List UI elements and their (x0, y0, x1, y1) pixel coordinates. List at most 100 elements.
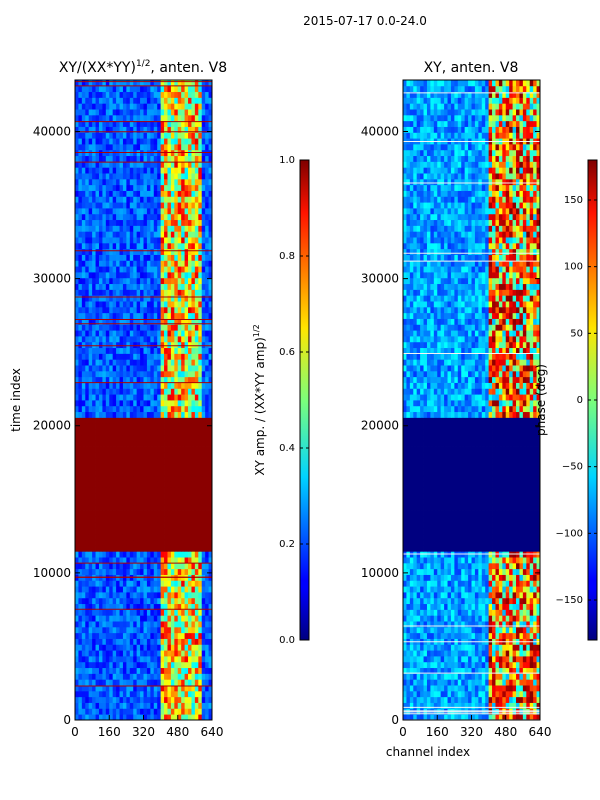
heatmap-cell (160, 702, 165, 709)
heatmap-cell (81, 231, 86, 238)
heatmap-cell (194, 644, 199, 651)
heatmap-cell (95, 97, 100, 104)
heatmap-cell (112, 114, 117, 122)
heatmap-cell (122, 266, 127, 273)
heatmap-cell (181, 690, 185, 698)
heatmap-cell (122, 487, 127, 494)
heatmap-cell (191, 679, 196, 686)
heatmap-cell (98, 178, 103, 186)
heatmap-cell (201, 126, 206, 133)
heatmap-cell (85, 306, 90, 314)
heatmap-cell (116, 126, 120, 133)
heatmap-cell (126, 632, 131, 639)
heatmap-cell (112, 283, 117, 290)
heatmap-cell (105, 458, 110, 465)
heatmap-cell (181, 487, 185, 494)
heatmap-cell (140, 632, 144, 639)
heatmap-cell (78, 196, 83, 203)
heatmap-cell (75, 376, 79, 383)
heatmap-cell (85, 487, 90, 494)
heatmap-cell (109, 97, 114, 104)
heatmap-cell (98, 359, 103, 366)
heatmap-cell (205, 336, 209, 343)
heatmap-cell (105, 178, 110, 186)
heatmap-cell (133, 609, 138, 616)
heatmap-cell (174, 91, 179, 98)
heatmap-cell (160, 632, 165, 639)
heatmap-cell (188, 109, 192, 116)
heatmap-cell (177, 365, 182, 372)
heatmap-cell (78, 173, 83, 180)
heatmap-cell (140, 213, 144, 221)
heatmap-cell (181, 539, 185, 546)
heatmap-cell (119, 289, 124, 296)
heatmap-cell (109, 400, 114, 407)
heatmap-cell (170, 411, 175, 418)
heatmap-cell (95, 667, 100, 674)
heatmap-cell (188, 603, 192, 610)
heatmap-cell (126, 394, 131, 401)
heatmap-cell (167, 679, 172, 686)
heatmap-cell (112, 487, 117, 494)
heatmap-cell (98, 510, 103, 517)
heatmap-cell (75, 272, 79, 279)
heatmap-cell (129, 661, 134, 669)
heatmap-cell (157, 318, 162, 325)
heatmap-cell (140, 429, 144, 436)
heatmap-cell (102, 173, 107, 180)
heatmap-cell (140, 306, 144, 314)
heatmap-cell (150, 289, 155, 296)
heatmap-cell (126, 562, 131, 570)
heatmap-cell (112, 685, 117, 692)
heatmap-cell (437, 685, 442, 692)
heatmap-cell (122, 114, 127, 122)
heatmap-cell (188, 440, 192, 447)
heatmap-cell (198, 341, 203, 349)
heatmap-cell (119, 272, 124, 279)
heatmap-cell (184, 295, 189, 302)
heatmap-cell (146, 516, 151, 523)
heatmap-cell (174, 551, 179, 558)
heatmap-cell (164, 114, 168, 122)
heatmap-cell (201, 609, 206, 616)
heatmap-cell (78, 580, 83, 587)
heatmap-cell (157, 260, 162, 267)
heatmap-cell (150, 330, 155, 337)
heatmap-cell (75, 423, 79, 430)
heatmap-cell (143, 411, 148, 418)
heatmap-cell (157, 487, 162, 494)
ytick-label: 0 (63, 713, 71, 727)
heatmap-cell (205, 219, 209, 226)
heatmap-cell (188, 597, 192, 605)
heatmap-cell (75, 161, 79, 168)
heatmap-cell (522, 696, 527, 703)
heatmap-cell (167, 568, 172, 575)
heatmap-cell (95, 144, 100, 151)
heatmap-cell (102, 656, 107, 663)
heatmap-cell (198, 248, 203, 255)
heatmap-cell (112, 656, 117, 663)
heatmap-cell (88, 475, 93, 482)
heatmap-cell (201, 272, 206, 279)
heatmap-cell (181, 603, 185, 610)
heatmap-cell (81, 597, 86, 605)
heatmap-cell (143, 324, 148, 331)
heatmap-cell (481, 714, 486, 721)
heatmap-cell (78, 626, 83, 634)
heatmap-cell (170, 161, 175, 168)
heatmap-cell (208, 126, 213, 133)
heatmap-cell (81, 498, 86, 506)
heatmap-cell (129, 301, 134, 308)
heatmap-cell (170, 237, 175, 244)
heatmap-cell (105, 318, 110, 325)
heatmap-cell (505, 690, 510, 698)
heatmap-cell (105, 231, 110, 238)
heatmap-cell (136, 341, 141, 349)
ytick-label: 20000 (33, 419, 71, 433)
heatmap-cell (177, 400, 182, 407)
heatmap-cell (126, 266, 131, 273)
heatmap-cell (205, 341, 209, 349)
heatmap-cell (109, 138, 114, 145)
heatmap-cell (98, 266, 103, 273)
heatmap-cell (109, 411, 114, 418)
